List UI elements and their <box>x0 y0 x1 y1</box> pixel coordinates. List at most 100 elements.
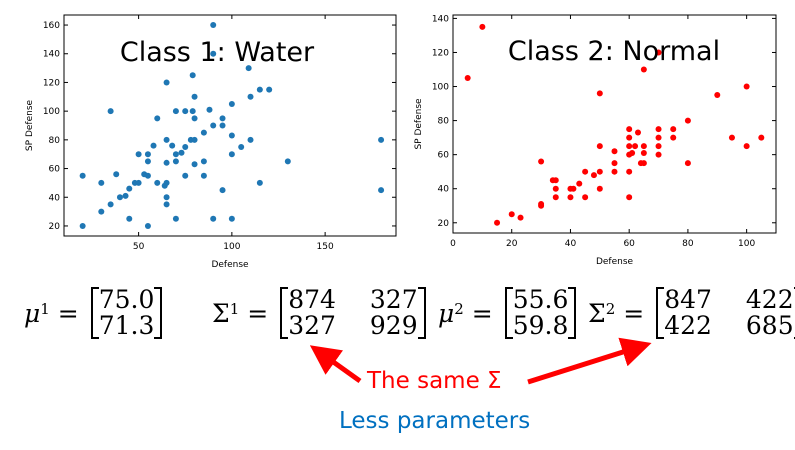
data-point <box>640 160 647 167</box>
data-point <box>163 136 170 143</box>
y-tick-label: 40 <box>49 193 61 203</box>
data-point <box>611 160 618 167</box>
data-point <box>538 158 545 165</box>
matrix-entry: 422 <box>745 285 794 314</box>
data-point <box>172 108 179 115</box>
superscript: 2 <box>605 300 616 318</box>
data-point <box>169 142 176 149</box>
x-tick-label: 150 <box>317 242 334 252</box>
data-point <box>210 215 217 222</box>
vector-entry: 71.3 <box>98 311 155 340</box>
data-point <box>655 134 662 141</box>
data-point <box>634 129 641 136</box>
y-tick-label: 20 <box>49 222 61 232</box>
x-tick-label: 40 <box>565 239 577 249</box>
data-point <box>508 211 515 218</box>
data-point <box>219 122 226 129</box>
data-point <box>172 151 179 158</box>
data-point <box>228 132 235 139</box>
data-point <box>743 143 750 150</box>
data-point <box>135 151 142 158</box>
data-point <box>79 172 86 179</box>
x-tick-label: 50 <box>133 242 145 252</box>
data-point <box>626 168 633 175</box>
data-point <box>163 79 170 86</box>
y-tick-label: 40 <box>438 185 450 195</box>
vector-entry: 55.6 <box>512 285 569 314</box>
data-point <box>640 66 647 73</box>
data-point <box>228 151 235 158</box>
data-point <box>107 201 114 208</box>
data-point <box>163 194 170 201</box>
x-tick-label: 20 <box>506 239 518 249</box>
data-point <box>163 159 170 166</box>
data-point <box>228 100 235 107</box>
mean-vector: 55.6 59.8 <box>504 285 577 339</box>
equals: = <box>471 298 493 328</box>
arrow-left-icon <box>309 345 362 384</box>
mu-symbol: μ <box>438 298 455 328</box>
matrix-entry: 847 <box>664 285 712 314</box>
data-point <box>191 115 198 122</box>
vector-entry: 75.0 <box>98 285 155 314</box>
data-point <box>247 136 254 143</box>
data-point <box>538 202 545 209</box>
data-point <box>611 168 618 175</box>
y-tick-label: 60 <box>438 151 450 161</box>
mean-vector: 75.0 71.3 <box>90 285 163 340</box>
matrix-entry: 929 <box>369 311 418 340</box>
data-point <box>163 179 170 186</box>
data-point <box>144 158 151 165</box>
data-point <box>632 143 639 150</box>
data-point <box>144 151 151 158</box>
data-point <box>640 149 647 156</box>
y-tick-label: 120 <box>432 48 449 58</box>
data-point <box>238 144 245 151</box>
data-point <box>98 208 105 215</box>
data-point <box>256 179 263 186</box>
covariance-matrix: 847 422 422 685 <box>656 287 795 339</box>
data-point <box>582 194 589 201</box>
data-point <box>684 160 691 167</box>
data-point <box>552 177 559 184</box>
y-tick-label: 100 <box>432 83 449 93</box>
data-point <box>79 222 86 229</box>
data-point <box>247 93 254 100</box>
data-point <box>191 93 198 100</box>
data-point <box>629 149 636 156</box>
chart-title: Class 2: Normal <box>508 36 720 67</box>
superscript: 1 <box>229 300 240 318</box>
data-point <box>189 108 196 115</box>
data-point <box>552 194 559 201</box>
data-point <box>655 151 662 158</box>
x-axis-label: Defense <box>596 257 634 267</box>
y-tick-label: 140 <box>432 14 449 24</box>
data-point <box>640 143 647 150</box>
sigma-symbol: Σ <box>588 298 606 328</box>
data-point <box>596 168 603 175</box>
data-point <box>576 180 583 187</box>
matrix-entry: 874 <box>288 285 336 314</box>
data-point <box>144 172 151 179</box>
data-point <box>210 50 217 57</box>
data-point <box>256 86 263 93</box>
data-point <box>206 106 213 113</box>
data-point <box>154 179 161 186</box>
data-point <box>163 201 170 208</box>
x-tick-label: 100 <box>223 242 240 252</box>
data-point <box>567 194 574 201</box>
plot-frame <box>452 14 777 234</box>
data-point <box>714 92 721 99</box>
data-point <box>126 215 133 222</box>
data-point <box>596 143 603 150</box>
y-tick-label: 140 <box>43 50 60 60</box>
data-point <box>113 171 120 178</box>
data-point <box>126 185 133 192</box>
data-point <box>116 194 123 201</box>
matrix-entry: 685 <box>745 311 794 340</box>
y-tick-label: 80 <box>49 136 61 146</box>
